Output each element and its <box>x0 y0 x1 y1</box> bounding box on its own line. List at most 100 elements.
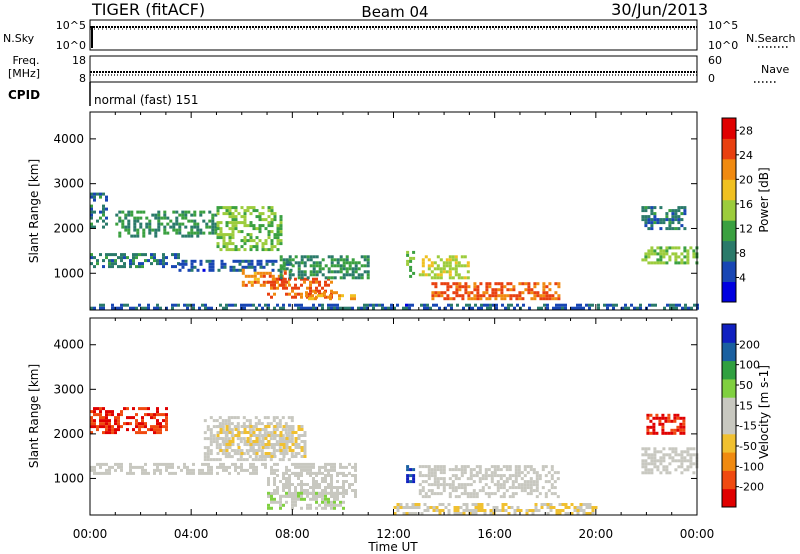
power-echo-band <box>418 255 470 280</box>
colorbar-segment <box>722 220 736 242</box>
colorbar-segment <box>722 324 736 343</box>
velocity-echo-band <box>90 462 357 475</box>
y-tick-label: 2000 <box>53 221 84 235</box>
colorbar-segment <box>722 179 736 201</box>
power-echo-band <box>216 206 283 252</box>
colorbar-frame <box>721 323 737 508</box>
colorbar-segment <box>722 342 736 362</box>
nsky-tick-low: 10^0 <box>56 39 86 52</box>
nave-label: Nave <box>761 63 789 76</box>
power-colorbar: 4 8 12 16 20 24 28 <box>721 117 753 303</box>
power-echo-band <box>641 206 687 231</box>
x-tick-label: 08:00 <box>275 527 310 541</box>
x-tick-label: 16:00 <box>477 527 512 541</box>
colorbar-tick-label: 24 <box>739 149 753 162</box>
x-tick-label: 12:00 <box>376 527 411 541</box>
freq-label: Freq. <box>12 54 39 67</box>
colorbar-segment <box>722 199 736 221</box>
power-colorbar-label: Power [dB] <box>757 167 771 232</box>
y-tick-label: 4000 <box>53 132 84 146</box>
colorbar-segment <box>722 360 736 380</box>
y-tick-label: 3000 <box>53 382 84 396</box>
power-echo-band <box>115 210 218 238</box>
nave-tick-low: 0 <box>708 72 715 85</box>
velocity-data <box>90 407 699 515</box>
power-data <box>90 192 699 310</box>
colorbar-segment <box>722 470 736 490</box>
freq-unit: [MHz] <box>8 67 40 80</box>
colorbar-segment <box>722 118 736 139</box>
colorbar-segment <box>722 488 736 508</box>
cpid-value: normal (fast) 151 <box>94 93 198 107</box>
colorbar-segment <box>722 138 736 160</box>
power-echo-band <box>178 259 293 272</box>
colorbar-segment <box>722 397 736 416</box>
power-echo-band <box>406 250 416 278</box>
power-echo-band <box>90 192 108 229</box>
date-title: 30/Jun/2013 <box>611 0 708 19</box>
freq-frame <box>89 55 698 83</box>
velocity-colorbar-label: Velocity [m s-1] <box>757 365 771 459</box>
colorbar-tick-label: 12 <box>739 222 753 235</box>
x-tick-label: 20:00 <box>579 527 614 541</box>
velocity-echo-band <box>646 413 686 435</box>
power-ylabel: Slant Range [km] <box>27 159 41 263</box>
colorbar-tick-label: -50 <box>739 440 757 453</box>
nsky-frame <box>89 19 698 51</box>
freq-panel: Freq. [MHz] 18 8 60 0 Nave <box>8 54 790 85</box>
colorbar-tick-label: -15 <box>739 420 757 433</box>
x-tick-label: 00:00 <box>680 527 715 541</box>
y-tick-label: 3000 <box>53 177 84 191</box>
station-title: TIGER (fitACF) <box>91 0 205 19</box>
power-echo-band <box>241 268 290 287</box>
colorbar-segment <box>722 433 736 453</box>
freq-tick-high: 18 <box>72 54 86 67</box>
colorbar-segment <box>722 261 736 282</box>
velocity-x-ticks: 00:00 04:00 08:00 12:00 16:00 20:00 00:00 <box>73 527 715 541</box>
colorbar-segment <box>722 281 736 303</box>
colorbar-tick-label: -100 <box>739 460 764 473</box>
y-tick-label: 1000 <box>53 266 84 280</box>
colorbar-segment <box>722 378 736 398</box>
colorbar-tick-label: 16 <box>739 198 753 211</box>
colorbar-tick-label: 200 <box>739 338 760 351</box>
nsearch-tick-high: 10^5 <box>708 19 738 32</box>
power-echo-band <box>305 291 356 301</box>
nsearch-tick-low: 10^0 <box>708 39 738 52</box>
power-panel: 1000 2000 3000 4000 Slant Range [km] 4 8 12 16… <box>27 111 771 311</box>
velocity-echo-band <box>418 465 560 499</box>
y-tick-label: 2000 <box>53 427 84 441</box>
colorbar-tick-label: 8 <box>739 247 746 260</box>
freq-tick-low: 8 <box>79 72 86 85</box>
x-tick-label: 04:00 <box>174 527 209 541</box>
velocity-echo-band <box>216 425 307 458</box>
colorbar-tick-label: 15 <box>739 399 753 412</box>
colorbar-segment <box>722 158 736 180</box>
velocity-echo-band <box>267 491 345 510</box>
beam-title: Beam 04 <box>361 3 428 21</box>
velocity-echo-band <box>406 465 416 484</box>
nsearch-label: N.Search <box>746 32 796 45</box>
velocity-echo-band <box>641 447 699 475</box>
colorbar-segment <box>722 240 736 262</box>
nsky-panel: N.Sky 10^5 10^0 10^5 10^0 N.Search <box>3 19 796 52</box>
velocity-frame <box>89 317 698 516</box>
nsky-label: N.Sky <box>3 32 35 45</box>
time-axis-label: Time UT <box>367 540 418 554</box>
power-frame <box>89 111 698 311</box>
power-echo-band <box>90 303 699 310</box>
x-tick-label: 00:00 <box>73 527 108 541</box>
nave-tick-high: 60 <box>708 54 722 67</box>
velocity-panel: 1000 2000 3000 4000 00:00 04:00 08:00 12:00 16:… <box>27 317 771 554</box>
power-echo-band <box>431 282 561 301</box>
power-y-ticks: 1000 2000 3000 4000 <box>53 112 698 310</box>
colorbar-tick-label: -200 <box>739 481 764 494</box>
colorbar-tick-label: 50 <box>739 379 753 392</box>
y-tick-label: 4000 <box>53 338 84 352</box>
cpid-row: CPID normal (fast) 151 <box>8 82 198 107</box>
colorbar-frame <box>721 117 737 303</box>
colorbar-tick-label: 28 <box>739 124 753 137</box>
velocity-echo-band <box>393 503 598 515</box>
velocity-echo-band <box>90 407 168 435</box>
